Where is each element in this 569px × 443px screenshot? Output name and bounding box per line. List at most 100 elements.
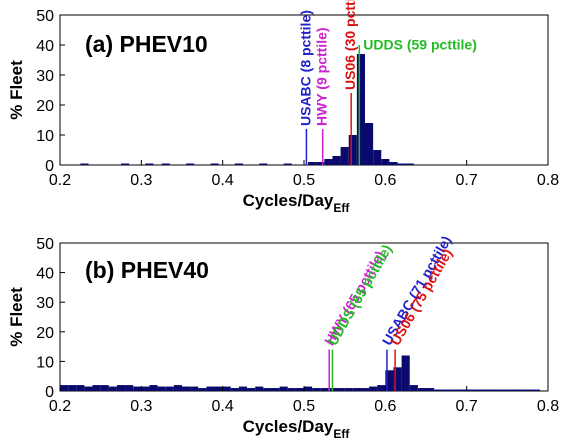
x-tick-label: 0.5 xyxy=(293,398,315,415)
histogram-bar xyxy=(190,386,199,391)
histogram-bar xyxy=(344,388,353,391)
histogram-bar xyxy=(206,386,215,391)
y-tick-label: 20 xyxy=(36,98,54,115)
histogram-bar xyxy=(389,162,398,165)
x-tick-label: 0.6 xyxy=(374,398,396,415)
histogram-bar xyxy=(141,386,150,391)
histogram-bar xyxy=(92,385,101,391)
histogram-bar xyxy=(491,389,500,391)
y-tick-label: 0 xyxy=(45,158,54,175)
histogram-bar xyxy=(499,389,508,391)
histogram-bar xyxy=(210,163,219,165)
histogram-bar xyxy=(515,389,524,391)
histogram-bar xyxy=(182,386,191,391)
histogram-bar xyxy=(352,388,361,391)
plot-area xyxy=(59,14,549,166)
histogram-bar xyxy=(308,162,317,165)
histogram-bar xyxy=(320,388,329,391)
plot-area xyxy=(59,242,549,392)
chart-title: (a) PHEV10 xyxy=(85,31,208,57)
histogram-bar xyxy=(238,386,248,391)
chart-title: (b) PHEV40 xyxy=(85,257,209,283)
histogram-bar xyxy=(482,389,492,391)
x-axis-label: Cycles/DayEff xyxy=(243,191,351,215)
histogram-bar xyxy=(145,163,154,165)
chart-panel-2: 0 10 20 30 40 50 0.2 0.3 0.4 0.5 0.6 0.7 0.8 % Fleet C… xyxy=(7,233,559,441)
histogram-bar xyxy=(417,388,426,391)
histogram-bar xyxy=(255,386,264,391)
histogram-bar xyxy=(385,370,394,391)
y-tick-label: 50 xyxy=(36,236,54,253)
x-tick-label: 0.3 xyxy=(130,398,152,415)
histogram-bar xyxy=(165,386,174,391)
cycle-marker-label: USABC (8 pcttile) xyxy=(297,10,313,126)
histogram-bar xyxy=(271,388,280,391)
y-tick-label: 0 xyxy=(45,384,54,401)
histogram-bar xyxy=(377,385,386,391)
y-axis-label: % Fleet xyxy=(7,287,26,347)
x-tick-label: 0.2 xyxy=(49,172,71,189)
x-axis-label: Cycles/DayEff xyxy=(243,417,351,441)
histogram-bar xyxy=(133,386,142,391)
histogram-bar xyxy=(401,355,410,391)
x-tick-label: 0.7 xyxy=(456,398,478,415)
y-tick-label: 10 xyxy=(36,128,54,145)
histogram-bar xyxy=(356,54,365,165)
x-tick-label: 0.8 xyxy=(537,172,559,189)
histogram-bar xyxy=(108,386,117,391)
histogram-bar xyxy=(340,147,349,165)
histogram-bar xyxy=(80,163,89,165)
x-tick-label: 0.8 xyxy=(537,398,559,415)
histogram-bar xyxy=(259,163,268,165)
histogram-bar xyxy=(287,388,296,391)
y-tick-label: 20 xyxy=(36,325,54,342)
histogram-bar xyxy=(409,385,418,391)
histogram-bar xyxy=(466,389,475,391)
histogram-bar xyxy=(116,385,126,391)
histogram-bar xyxy=(474,389,483,391)
histogram-bar xyxy=(161,163,170,165)
histogram-bar xyxy=(283,163,292,165)
y-tick-label: 50 xyxy=(36,8,54,25)
histogram-bar xyxy=(60,385,69,391)
y-tick-label: 10 xyxy=(36,354,54,371)
x-tick-label: 0.3 xyxy=(130,172,152,189)
cycle-marker-label: HWY (9 pcttile) xyxy=(314,27,330,126)
histogram-bar xyxy=(214,386,223,391)
histogram-bar xyxy=(295,388,304,391)
histogram-bar xyxy=(426,388,435,391)
histogram-bar xyxy=(279,386,288,391)
histogram-bar xyxy=(332,156,341,165)
histogram-bar xyxy=(434,389,443,391)
histogram-bar xyxy=(458,389,467,391)
x-tick-label: 0.2 xyxy=(49,398,71,415)
histogram-bar xyxy=(263,388,272,391)
x-tick-label: 0.6 xyxy=(374,172,396,189)
histogram-bar xyxy=(365,123,374,165)
histogram-bar xyxy=(121,163,130,165)
histogram-bar xyxy=(247,388,256,391)
histogram-bar xyxy=(173,385,182,391)
histogram-bar xyxy=(125,385,134,391)
y-tick-label: 30 xyxy=(36,295,54,312)
histogram-bar xyxy=(84,386,93,391)
histogram-bar xyxy=(186,163,195,165)
cycle-marker-label: UDDS (59 pcttile) xyxy=(363,37,477,53)
histogram-bar xyxy=(234,163,243,165)
x-tick-label: 0.4 xyxy=(212,398,234,415)
histogram-bar xyxy=(100,385,109,391)
x-tick-label: 0.5 xyxy=(293,172,315,189)
chart-panel-1: 0 10 20 30 40 50 0.2 0.3 0.4 0.5 0.6 0.7 0.8 % Fleet C… xyxy=(7,0,559,215)
histogram-bar xyxy=(157,386,166,391)
histogram-bar xyxy=(360,388,370,391)
histogram-bar xyxy=(369,386,378,391)
histogram-bar xyxy=(450,389,459,391)
y-tick-label: 40 xyxy=(36,266,54,283)
histogram-bar xyxy=(348,135,357,165)
histogram-bar xyxy=(393,367,402,391)
histogram-bar xyxy=(531,389,540,391)
x-tick-label: 0.4 xyxy=(212,172,234,189)
histogram-bar xyxy=(76,385,85,391)
y-axis-label: % Fleet xyxy=(7,60,26,120)
